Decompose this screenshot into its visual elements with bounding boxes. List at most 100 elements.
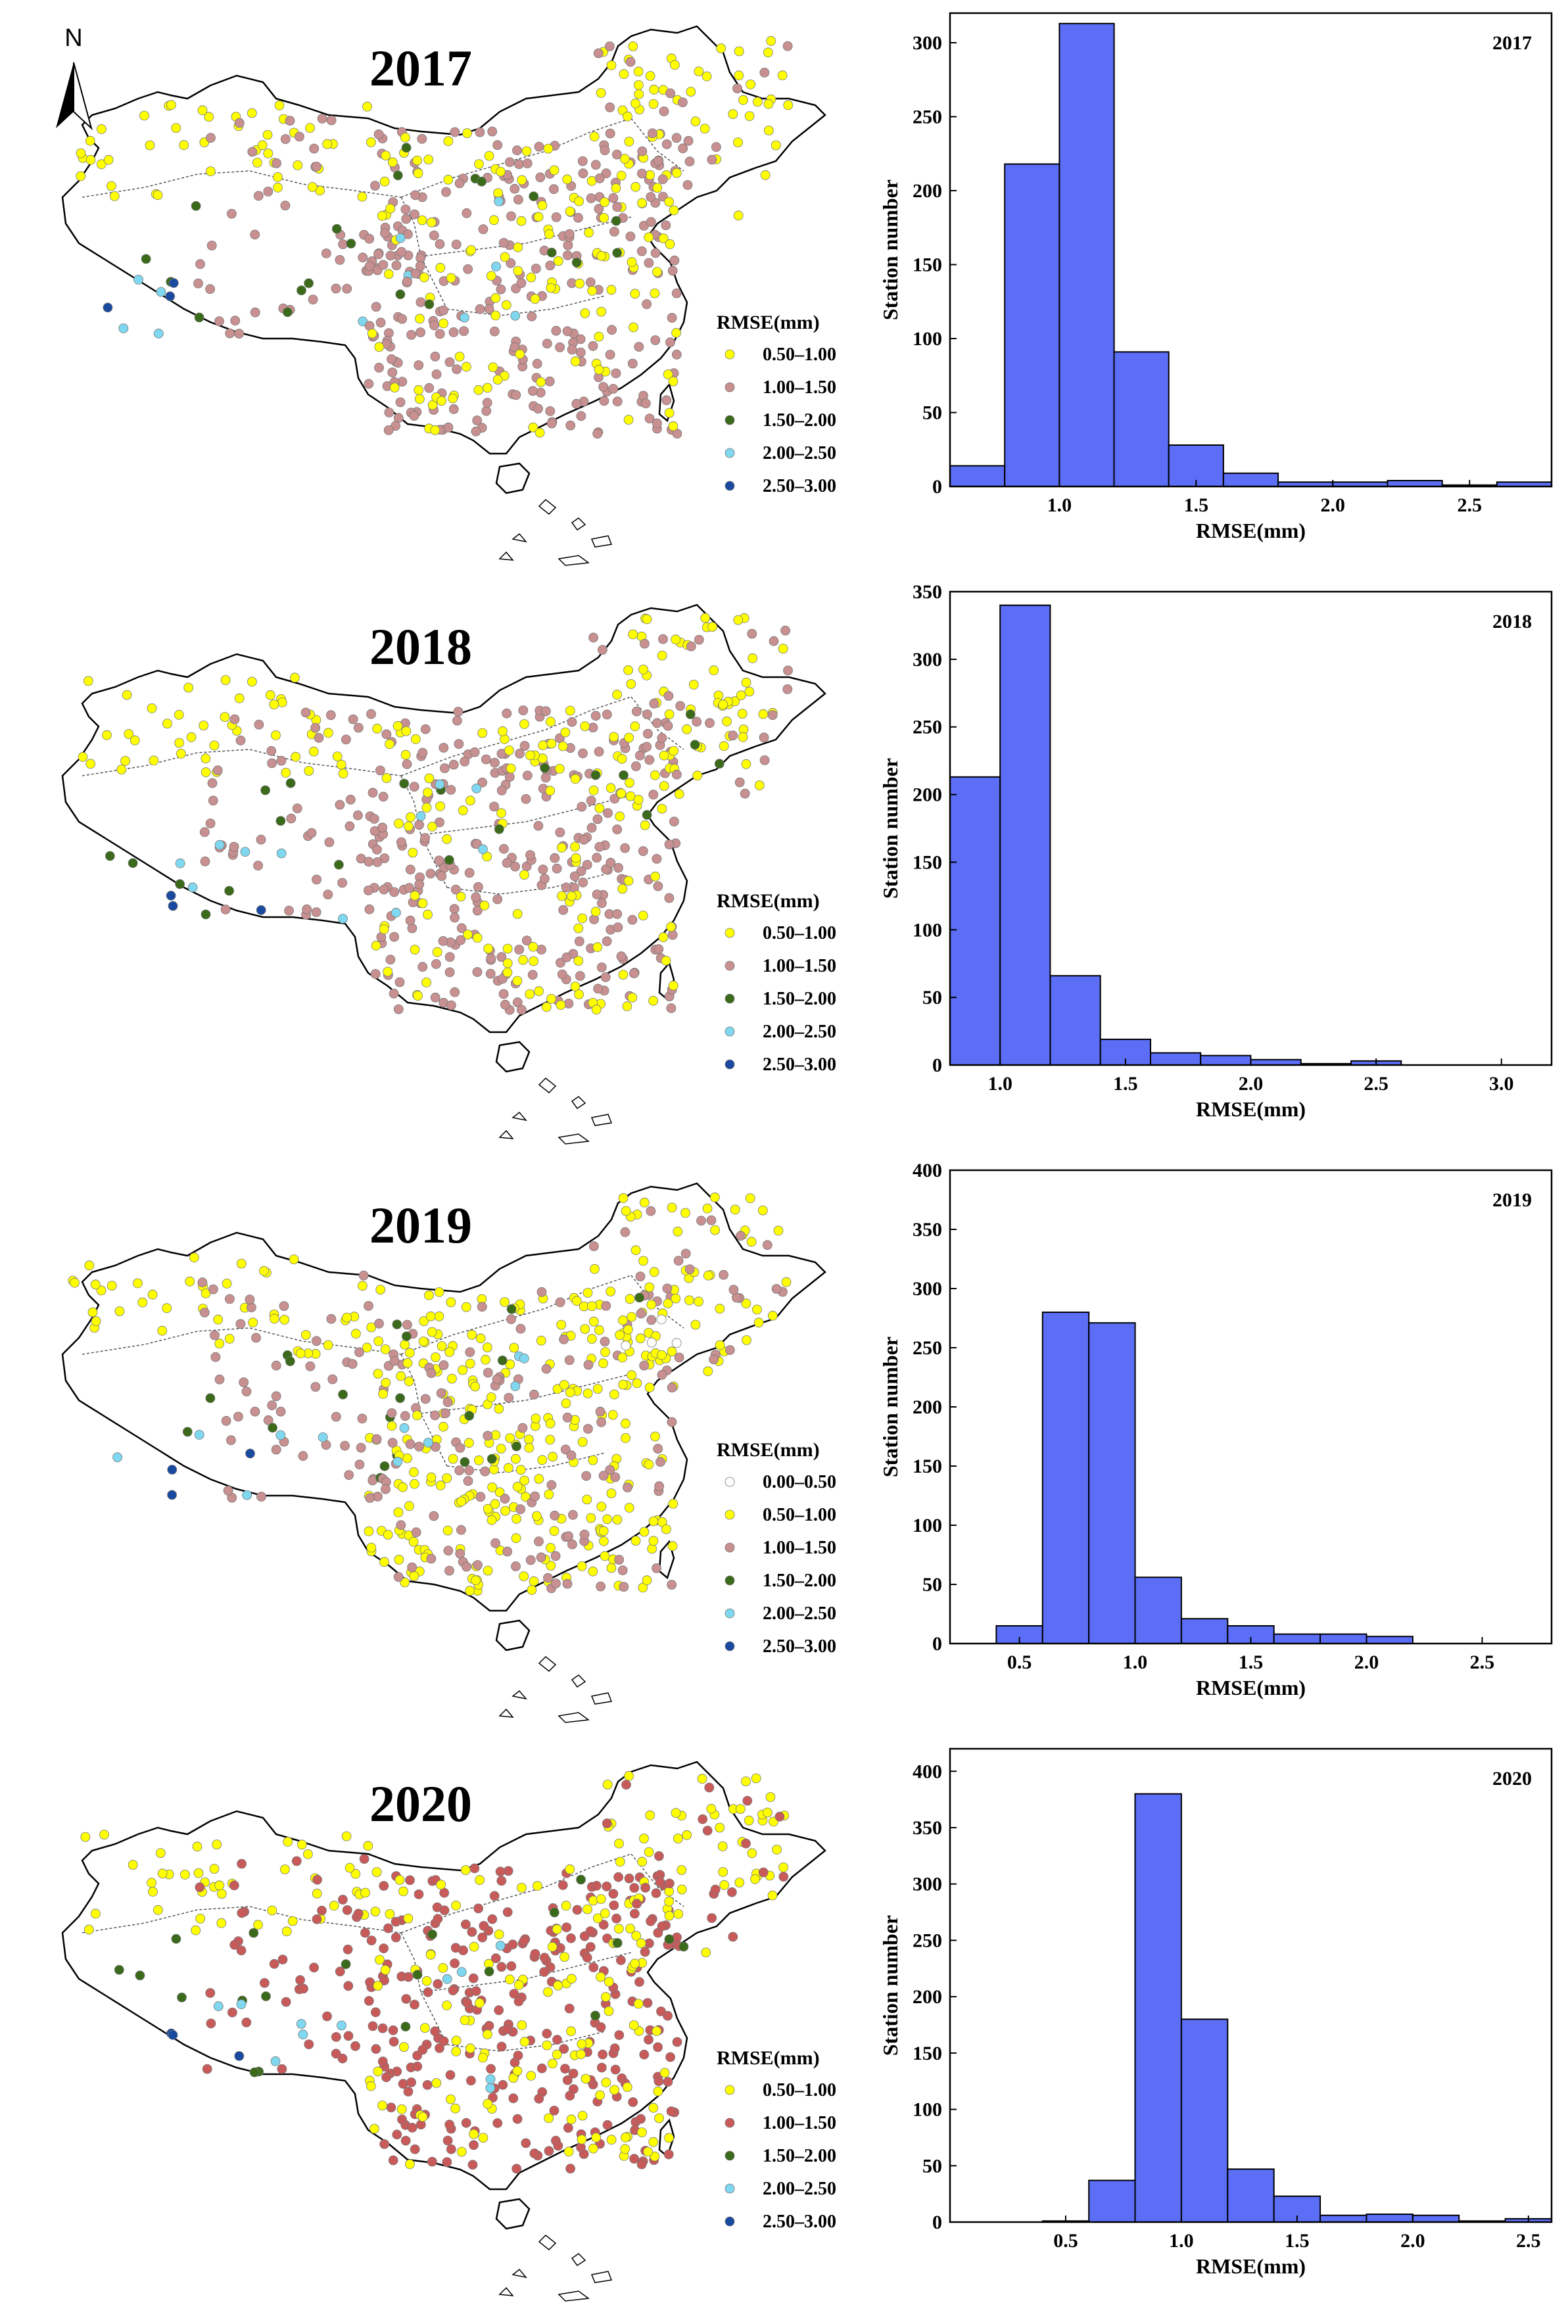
station-marker [496,1444,506,1454]
station-marker [667,1580,677,1590]
station-marker [596,250,607,261]
station-marker [607,1410,618,1420]
station-marker [431,1442,440,1452]
station-marker [271,1391,281,1402]
station-marker [766,36,776,46]
station-marker [473,882,483,892]
histogram-bar [999,604,1051,1066]
station-marker [443,1546,454,1555]
station-marker [502,1907,513,1917]
station-marker [450,127,460,137]
station-marker [667,1202,677,1213]
station-marker [359,1854,369,1864]
station-marker [437,871,447,882]
station-marker [561,1398,571,1409]
station-marker [588,785,599,795]
station-marker [573,923,584,934]
station-marker [306,828,317,838]
station-marker [680,1248,691,1259]
station-marker [622,2082,632,2092]
station-marker [692,717,702,727]
station-marker [470,1381,481,1392]
station-markers [80,1770,790,2174]
station-marker [427,2156,437,2167]
station-marker [598,2049,607,2060]
y-tick-label: 250 [913,107,942,128]
station-marker [485,2074,496,2084]
station-marker [364,857,374,867]
x-tick-label: 3.0 [1489,1073,1514,1095]
station-marker [593,984,603,994]
station-marker [588,723,598,733]
station-marker [323,1340,333,1350]
station-marker [588,1566,598,1577]
station-marker [473,385,484,395]
station-marker [96,124,107,134]
station-marker [254,719,264,730]
station-marker [667,1346,677,1357]
station-marker [312,1888,322,1899]
station-marker [374,342,385,352]
station-marker [649,698,659,709]
station-marker [640,1882,650,1893]
station-marker [220,712,230,722]
station-marker [517,2020,527,2030]
station-marker [661,1524,671,1534]
histogram-bar [1273,1633,1321,1644]
station-marker [658,233,669,244]
station-marker [653,2086,663,2097]
station-marker [500,1494,510,1504]
station-marker [760,170,771,180]
station-marker [606,285,617,295]
station-marker [536,945,546,955]
station-marker [375,1955,385,1965]
station-marker [137,1297,148,1308]
station-marker [530,1491,540,1502]
station-marker [586,822,597,833]
station-marker [558,741,568,751]
station-marker [623,665,633,675]
station-marker [627,1370,637,1381]
station-marker [576,411,586,421]
island-outline [538,1077,557,1094]
province-border [400,1932,448,2045]
station-marker [667,1541,678,1552]
station-marker [363,1841,373,1851]
station-marker [609,2085,619,2095]
station-marker [256,1492,266,1502]
island-outline [511,533,527,543]
station-marker [733,210,744,221]
station-marker [568,2068,579,2079]
station-marker [632,1899,642,1909]
station-marker [514,945,525,955]
station-marker [389,383,400,392]
station-marker [728,109,738,119]
station-marker [402,276,412,287]
station-marker [259,1978,270,1988]
station-marker [400,132,410,143]
station-marker [556,842,567,853]
station-marker [645,170,655,180]
station-marker [341,1831,352,1841]
station-marker [580,1324,590,1334]
station-marker [247,147,258,157]
station-marker [527,1585,537,1595]
station-marker [461,2118,471,2128]
station-marker [578,877,588,888]
station-marker [759,732,769,743]
station-marker [667,930,678,940]
legend-item-label: 2.00–2.50 [763,2179,836,2199]
station-marker [663,369,673,379]
x-tick-label: 2.0 [1321,494,1346,516]
station-marker [653,156,663,166]
station-marker [456,891,466,902]
station-marker [707,622,717,632]
station-marker [511,2164,522,2174]
station-marker [356,1442,366,1453]
station-marker [628,629,638,640]
station-marker [588,341,598,351]
station-marker [498,237,509,248]
y-tick-label: 250 [913,1337,942,1359]
station-marker [353,1909,364,1919]
station-marker [324,837,335,847]
